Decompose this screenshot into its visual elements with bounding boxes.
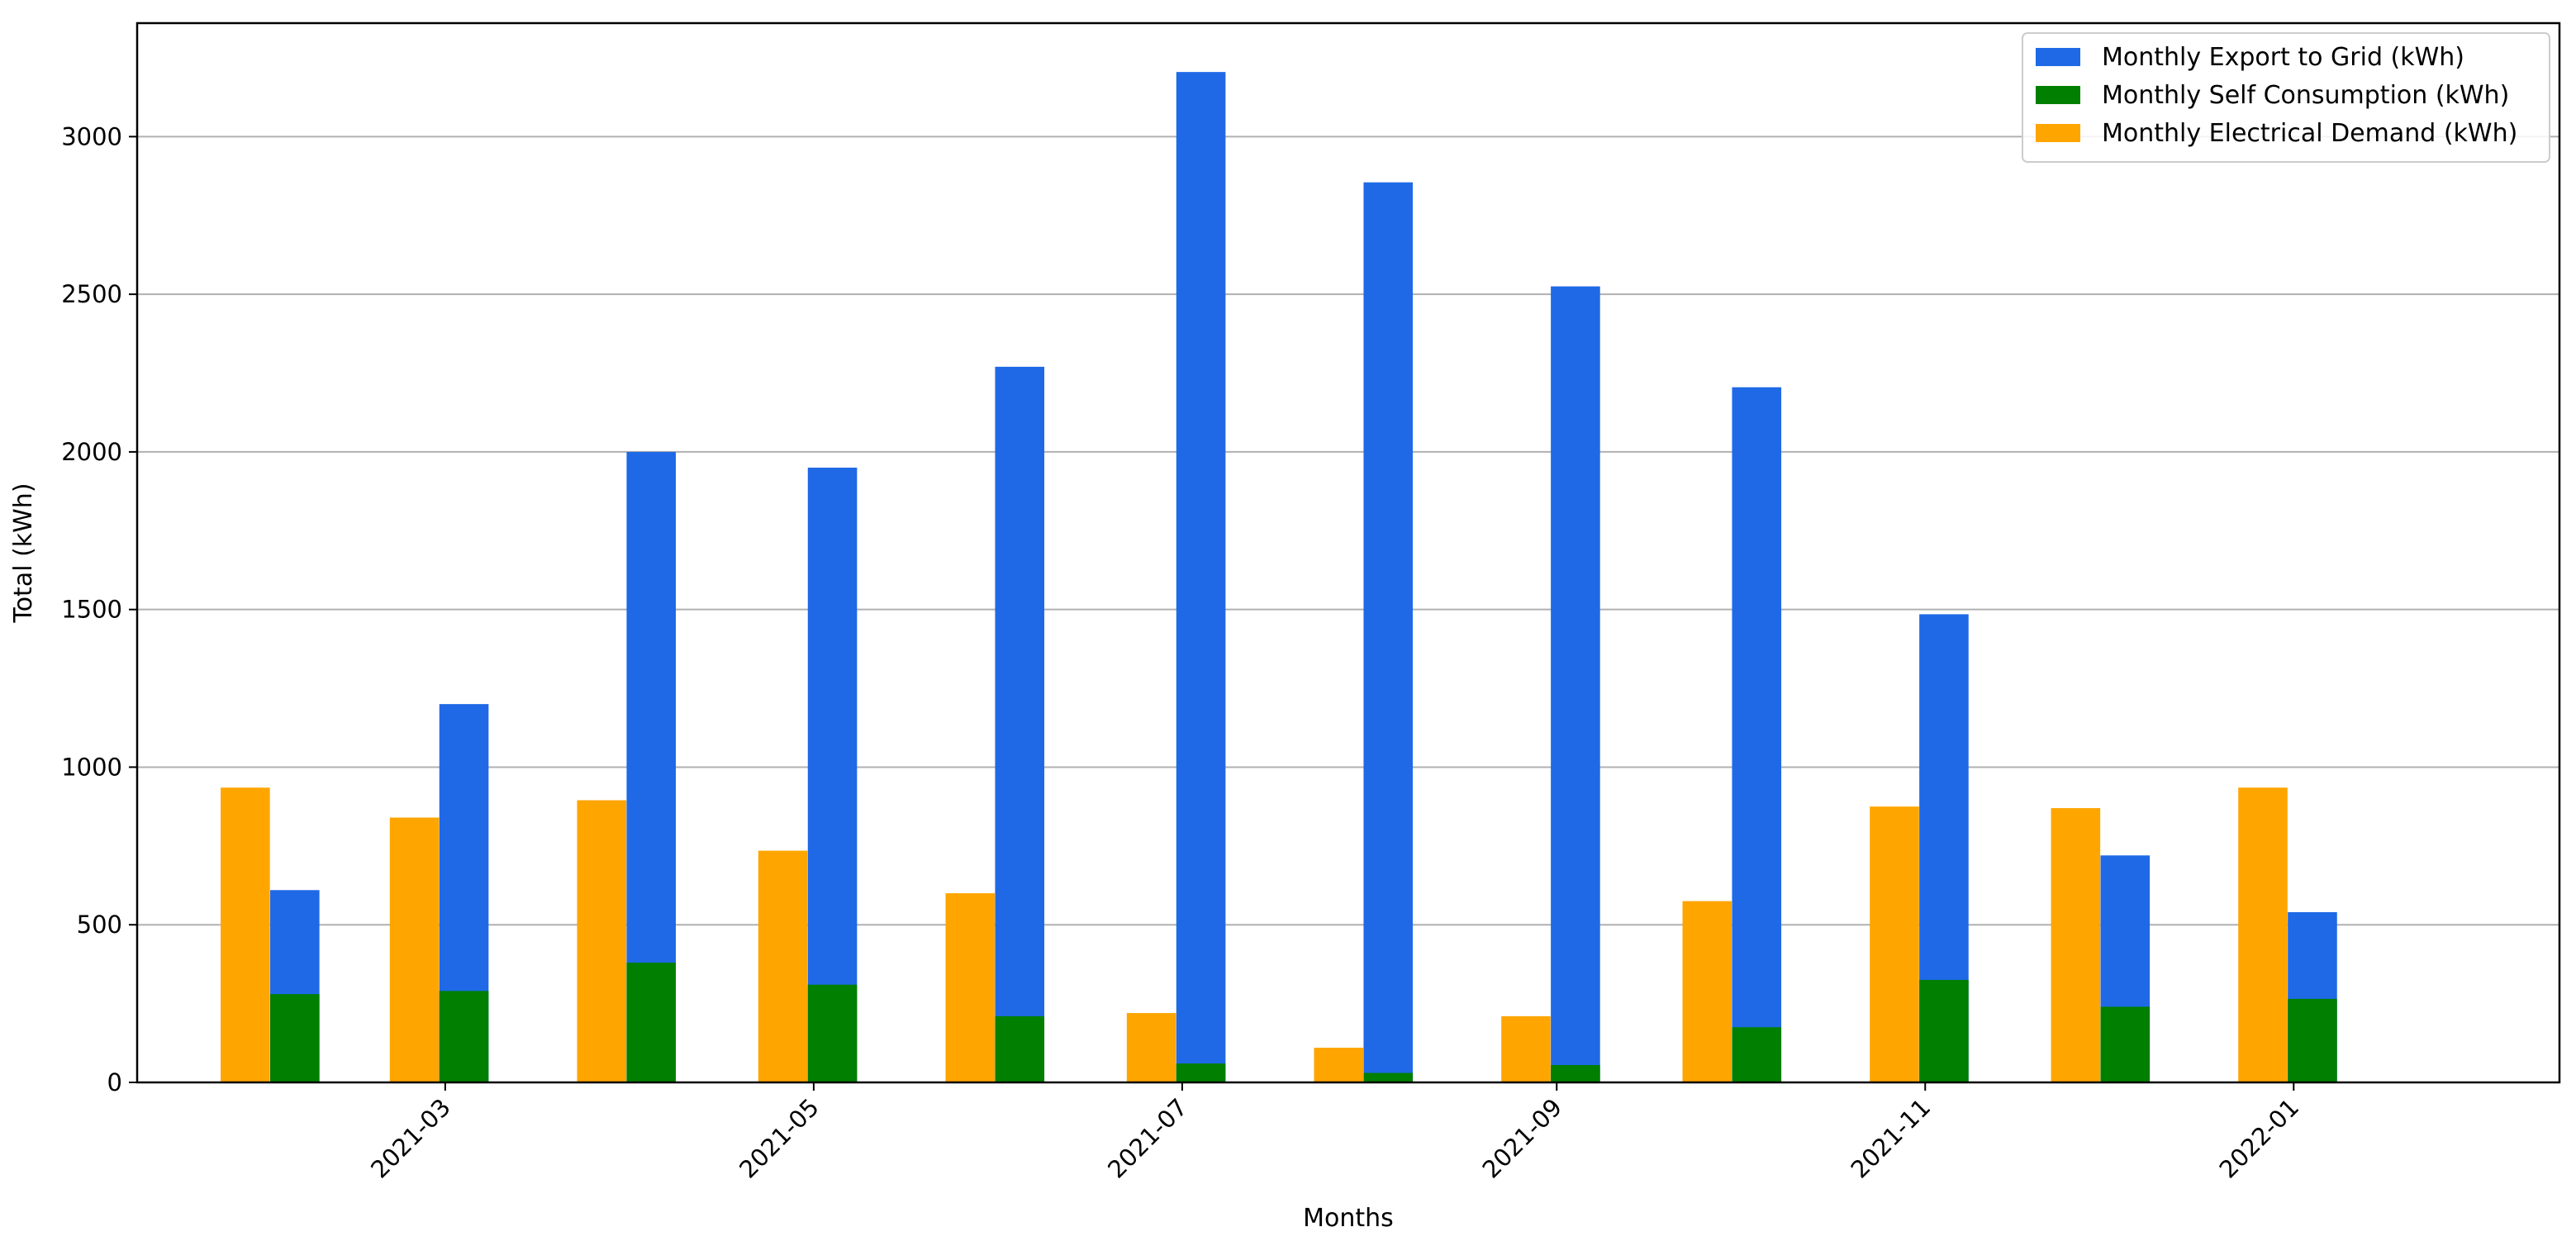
bar-series-3 (1314, 1048, 1364, 1082)
bar-series-2 (270, 994, 320, 1082)
y-tick-label: 2500 (61, 280, 122, 308)
legend-label: Monthly Self Consumption (kWh) (2102, 81, 2509, 110)
y-tick-label: 1500 (61, 596, 122, 624)
legend-swatch (2036, 124, 2080, 142)
bar-series-2 (1551, 1065, 1600, 1082)
y-tick-label: 3000 (61, 122, 122, 150)
bar-series-3 (1682, 901, 1732, 1082)
bar-series-3 (1870, 806, 1919, 1082)
y-axis: 0 500 1000 1500 2000 2500 3000 (61, 122, 137, 1096)
bar-series-3 (2238, 787, 2288, 1082)
bar-series-2 (439, 991, 489, 1082)
bar-series-3 (2051, 808, 2101, 1082)
bar-series-3 (577, 800, 627, 1082)
y-tick-label: 500 (77, 911, 122, 939)
bar-series-1 (1363, 182, 1414, 1083)
legend-label: Monthly Export to Grid (kWh) (2102, 43, 2464, 72)
bar-series-2 (1176, 1063, 1226, 1082)
y-tick-label: 0 (107, 1068, 122, 1096)
bar-series-3 (221, 787, 270, 1082)
y-axis-title: Total (kWh) (9, 483, 38, 623)
bar-series-1 (1551, 286, 1600, 1082)
bar-series-2 (807, 984, 858, 1082)
bars (221, 72, 2337, 1083)
bar-series-2 (995, 1015, 1045, 1082)
legend-swatch (2036, 48, 2080, 66)
bar-series-3 (758, 850, 808, 1082)
legend-swatch (2036, 86, 2080, 104)
bar-series-1 (1176, 72, 1226, 1082)
bar-series-2 (2100, 1006, 2151, 1082)
bar-series-3 (389, 817, 440, 1082)
bar-series-2 (1363, 1072, 1414, 1082)
bar-series-1 (1732, 387, 1782, 1082)
bar-series-2 (1919, 979, 1969, 1082)
y-tick-label: 2000 (61, 438, 122, 466)
plot-frame (135, 21, 2561, 1084)
legend: Monthly Export to Grid (kWh) Monthly Self… (2022, 32, 2550, 163)
bar-series-3 (1501, 1015, 1551, 1082)
bar-series-2 (626, 963, 677, 1082)
bar-series-1 (807, 467, 858, 1082)
bar-series-2 (2288, 998, 2337, 1082)
bar-series-3 (945, 893, 996, 1082)
grid-lines (137, 136, 2559, 1083)
y-tick-label: 1000 (61, 753, 122, 781)
legend-label: Monthly Electrical Demand (kWh) (2102, 119, 2517, 148)
x-axis-title: Months (1303, 1204, 1394, 1233)
bar-series-1 (995, 366, 1045, 1082)
bar-series-3 (1126, 1013, 1176, 1082)
bar-series-2 (1732, 1027, 1782, 1082)
legend-box (2022, 32, 2550, 163)
